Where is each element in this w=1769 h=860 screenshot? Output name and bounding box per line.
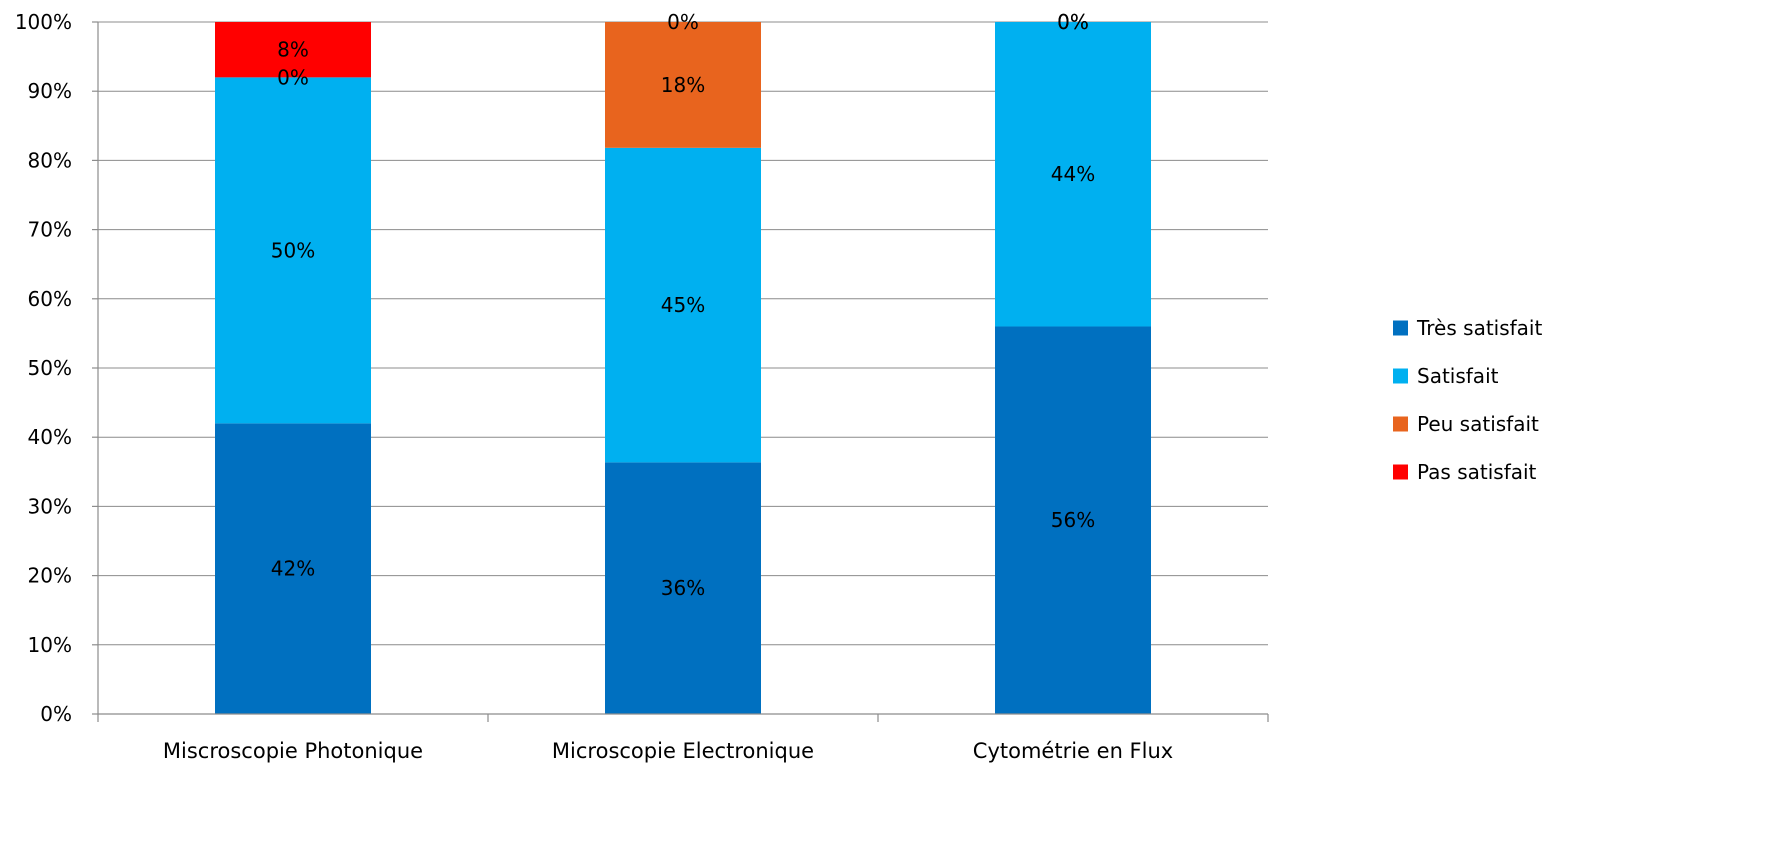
bar-segment	[215, 22, 371, 78]
data-label: 8%	[277, 38, 309, 62]
bar-segment	[605, 462, 761, 714]
legend-label: Pas satisfait	[1417, 460, 1537, 484]
y-tick-label: 90%	[28, 79, 72, 103]
y-tick-label: 10%	[28, 633, 72, 657]
data-label: 36%	[661, 576, 705, 600]
x-tick-label: Cytométrie en Flux	[973, 739, 1173, 763]
legend-swatch	[1393, 416, 1408, 432]
bar-segment	[215, 423, 371, 714]
x-tick-label: Microscopie Electronique	[552, 739, 814, 763]
data-label: 42%	[271, 557, 315, 581]
y-tick-label: 70%	[28, 218, 72, 242]
bars	[215, 22, 1151, 714]
data-label: 50%	[271, 238, 315, 262]
legend-label: Satisfait	[1417, 364, 1499, 388]
y-tick-label: 40%	[28, 425, 72, 449]
bar-segment	[605, 147, 761, 463]
bar-segment	[605, 22, 761, 148]
legend-swatch	[1393, 368, 1408, 384]
x-tick-label: Miscroscopie Photonique	[163, 739, 423, 763]
data-label: 0%	[1057, 10, 1089, 34]
data-label: 18%	[661, 73, 705, 97]
data-label: 56%	[1051, 508, 1095, 532]
y-tick-label: 50%	[28, 356, 72, 380]
y-tick-label: 20%	[28, 564, 72, 588]
data-label: 45%	[661, 293, 705, 317]
y-tick-label: 0%	[40, 702, 72, 726]
data-label: 0%	[1057, 10, 1089, 34]
bar-segment	[995, 326, 1151, 714]
data-label: 44%	[1051, 162, 1095, 186]
legend: Très satisfait Satisfait Peu satisfait Pas …	[1393, 316, 1542, 484]
legend-swatch	[1393, 320, 1408, 336]
legend-swatch	[1393, 464, 1408, 480]
axes: 0% 10% 20% 30% 40% 50% 60% 70% 80% 90% 100% Miscros…	[15, 10, 1269, 763]
data-labels: 42%50%0%8%36%45%18%0%56%44%0%0%	[271, 10, 1095, 600]
y-tick-label: 30%	[28, 494, 72, 518]
y-tick-label: 80%	[28, 148, 72, 172]
bar-segment	[995, 22, 1151, 327]
y-tick-label: 100%	[15, 10, 72, 34]
y-tick-label: 60%	[28, 287, 72, 311]
legend-label: Peu satisfait	[1417, 412, 1539, 436]
legend-label: Très satisfait	[1416, 316, 1542, 340]
bar-segment	[215, 77, 371, 424]
data-label: 0%	[667, 10, 699, 34]
data-label: 0%	[277, 65, 309, 89]
